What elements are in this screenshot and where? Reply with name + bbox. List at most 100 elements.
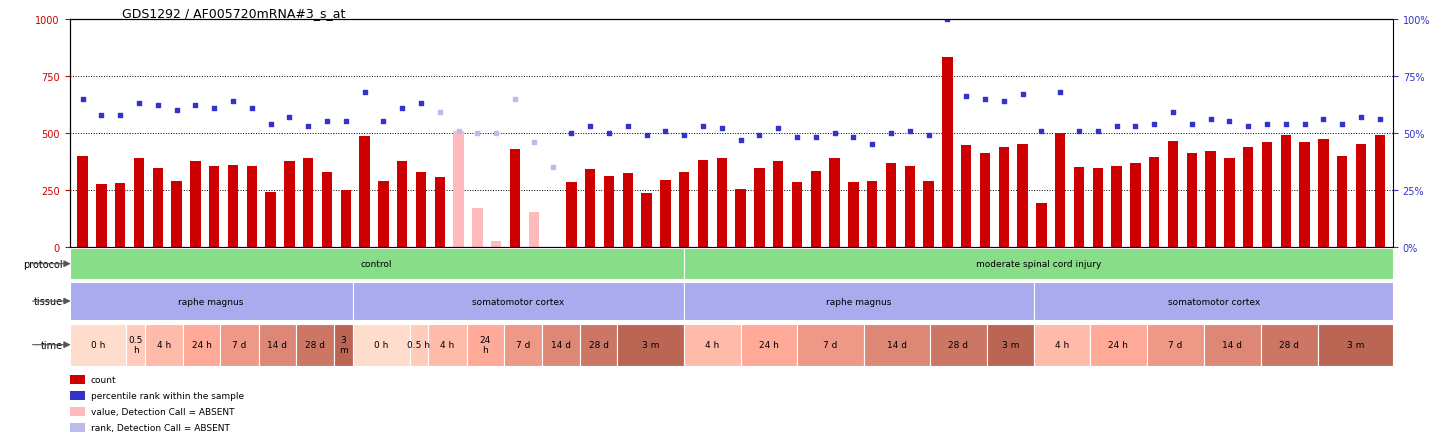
- Bar: [1318, 324, 1393, 366]
- Point: [297, 123, 320, 130]
- Point: [1067, 128, 1090, 135]
- Bar: [863, 324, 930, 366]
- Point: [822, 130, 846, 137]
- Point: [485, 130, 508, 137]
- Bar: [961, 146, 972, 247]
- Bar: [491, 242, 501, 247]
- Point: [146, 103, 169, 110]
- Text: 4 h: 4 h: [440, 340, 455, 349]
- Point: [240, 105, 264, 112]
- Bar: [792, 183, 802, 247]
- Bar: [70, 249, 683, 279]
- Bar: [353, 324, 410, 366]
- Bar: [717, 158, 727, 247]
- Point: [1199, 116, 1222, 123]
- Point: [71, 96, 94, 103]
- Bar: [1131, 163, 1141, 247]
- Point: [542, 164, 565, 171]
- Point: [598, 130, 621, 137]
- Point: [410, 100, 433, 107]
- Bar: [70, 282, 353, 320]
- Text: raphe magnus: raphe magnus: [178, 297, 243, 306]
- Bar: [1280, 136, 1292, 247]
- Point: [654, 128, 678, 135]
- Bar: [986, 324, 1034, 366]
- Bar: [1034, 324, 1090, 366]
- Point: [728, 137, 752, 144]
- Text: 24 h: 24 h: [193, 340, 211, 349]
- Bar: [617, 324, 683, 366]
- Text: moderate spinal cord injury: moderate spinal cord injury: [976, 260, 1100, 269]
- Bar: [259, 324, 295, 366]
- Text: 14 d: 14 d: [268, 340, 287, 349]
- Point: [560, 130, 584, 137]
- Point: [90, 112, 113, 119]
- Point: [372, 118, 395, 125]
- Point: [1142, 121, 1166, 128]
- Bar: [1318, 139, 1329, 247]
- Bar: [133, 158, 145, 247]
- Bar: [145, 324, 184, 366]
- Bar: [1355, 145, 1365, 247]
- Bar: [453, 131, 463, 247]
- Text: GDS1292 / AF005720mRNA#3_s_at: GDS1292 / AF005720mRNA#3_s_at: [123, 7, 346, 20]
- Bar: [1147, 324, 1203, 366]
- Bar: [295, 324, 334, 366]
- Text: 4 h: 4 h: [156, 340, 171, 349]
- Point: [917, 132, 940, 139]
- Bar: [1242, 147, 1254, 247]
- Text: 4 h: 4 h: [705, 340, 720, 349]
- Text: 7 d: 7 d: [1169, 340, 1183, 349]
- Bar: [126, 324, 145, 366]
- Point: [617, 123, 640, 130]
- Bar: [1187, 154, 1197, 247]
- Bar: [303, 158, 313, 247]
- Point: [1331, 121, 1354, 128]
- Bar: [171, 181, 182, 247]
- Point: [391, 105, 414, 112]
- Point: [1312, 116, 1335, 123]
- Bar: [740, 324, 798, 366]
- Bar: [114, 184, 126, 247]
- Bar: [353, 282, 683, 320]
- Bar: [604, 177, 614, 247]
- Bar: [78, 156, 88, 247]
- Point: [203, 105, 226, 112]
- Point: [278, 114, 301, 121]
- Point: [1255, 121, 1279, 128]
- Bar: [472, 209, 482, 247]
- Bar: [943, 58, 953, 247]
- Bar: [97, 185, 107, 247]
- Bar: [416, 172, 426, 247]
- Bar: [321, 172, 332, 247]
- Bar: [1037, 203, 1047, 247]
- Bar: [359, 137, 369, 247]
- Bar: [830, 158, 840, 247]
- Bar: [679, 172, 689, 247]
- Text: 14 d: 14 d: [552, 340, 571, 349]
- Point: [1368, 116, 1392, 123]
- Point: [1086, 128, 1109, 135]
- Text: 28 d: 28 d: [589, 340, 610, 349]
- Bar: [1203, 324, 1261, 366]
- Point: [935, 16, 959, 23]
- Text: 0.5
h: 0.5 h: [129, 335, 143, 355]
- Text: 14 d: 14 d: [886, 340, 906, 349]
- Bar: [504, 324, 542, 366]
- Bar: [542, 324, 581, 366]
- Text: control: control: [361, 260, 392, 269]
- Bar: [798, 324, 863, 366]
- Bar: [683, 249, 1393, 279]
- Point: [523, 139, 546, 146]
- Bar: [70, 375, 85, 384]
- Point: [1048, 89, 1072, 96]
- Text: value, Detection Call = ABSENT: value, Detection Call = ABSENT: [91, 407, 235, 416]
- Bar: [999, 147, 1009, 247]
- Point: [429, 109, 452, 116]
- Text: 14 d: 14 d: [1222, 340, 1242, 349]
- Point: [1293, 121, 1316, 128]
- Point: [954, 94, 977, 101]
- Bar: [867, 181, 877, 247]
- Point: [109, 112, 132, 119]
- Point: [1124, 123, 1147, 130]
